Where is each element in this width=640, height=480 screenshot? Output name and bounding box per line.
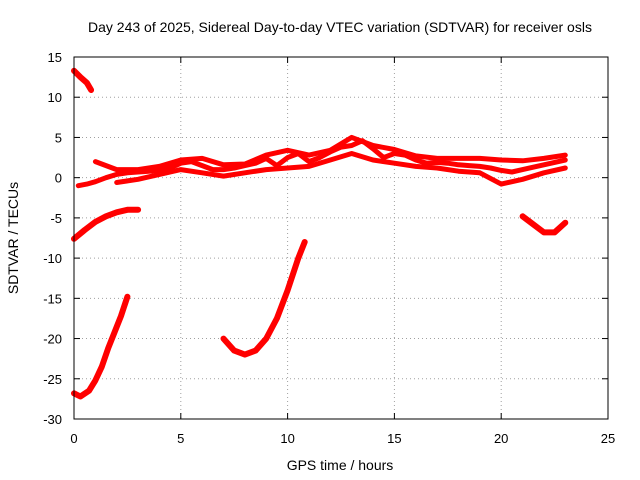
axis-ticks: 0 5 10 15 20 25 -30 -25 -20 -15 -10 -5 0 5 10 15	[43, 50, 615, 446]
x-tick-label: 10	[280, 431, 294, 446]
series-line-band-upper	[92, 134, 568, 173]
chart-title: Day 243 of 2025, Sidereal Day-to-day VTE…	[88, 19, 592, 35]
x-tick-label: 25	[601, 431, 615, 446]
y-tick-label: -30	[43, 412, 62, 427]
y-tick-label: -15	[43, 291, 62, 306]
y-tick-label: 10	[48, 90, 62, 105]
series-line-arc2	[71, 206, 142, 242]
series-line-band-lower	[114, 151, 568, 187]
plot-frame	[73, 56, 609, 420]
series-line-arc4	[220, 239, 308, 358]
data-series	[71, 67, 569, 400]
x-axis-label: GPS time / hours	[287, 457, 394, 473]
series-line-arc3	[71, 293, 131, 400]
y-tick-label: -10	[43, 251, 62, 266]
y-tick-label: 5	[55, 130, 62, 145]
series-line-arc5	[519, 213, 569, 236]
y-tick-label: -5	[50, 211, 62, 226]
series-line-main-band	[75, 138, 568, 189]
x-tick-label: 20	[494, 431, 508, 446]
y-tick-label: -20	[43, 332, 62, 347]
x-tick-label: 15	[387, 431, 401, 446]
y-tick-label: 0	[55, 171, 62, 186]
y-tick-label: -25	[43, 372, 62, 387]
x-tick-label: 5	[177, 431, 184, 446]
y-tick-label: 15	[48, 50, 62, 65]
x-tick-label: 0	[70, 431, 77, 446]
series-line-arc1	[71, 67, 95, 93]
grid-lines	[74, 57, 608, 419]
y-axis-label: SDTVAR / TECUs	[5, 182, 21, 294]
